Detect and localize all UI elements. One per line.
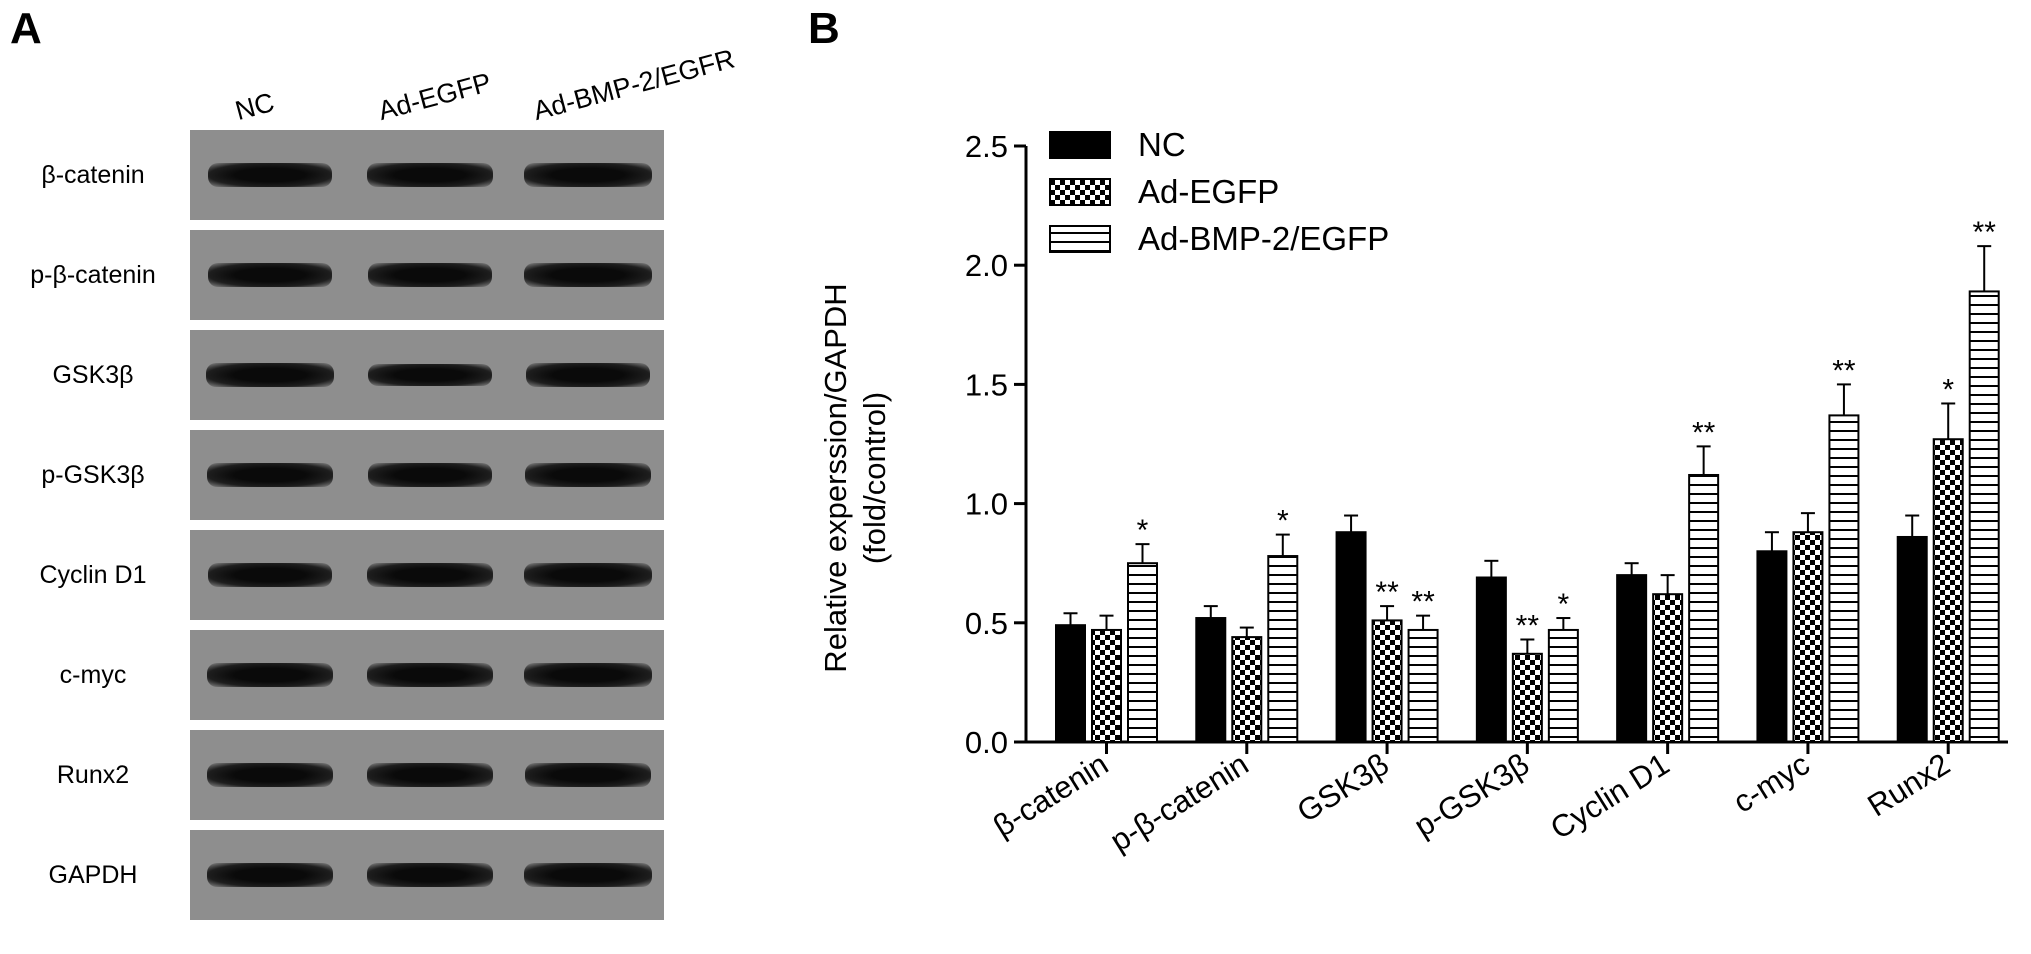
- bar: [1932, 438, 1964, 743]
- bar: [1968, 290, 2000, 743]
- legend-label: Ad-EGFP: [1138, 173, 1279, 210]
- panel-b-letter: B: [808, 4, 840, 53]
- blot-band: [524, 863, 652, 887]
- legend-swatch: [1049, 178, 1111, 206]
- blot-band: [524, 663, 652, 687]
- blot-row-label: Cyclin D1: [39, 561, 147, 589]
- blot-row-label: Runx2: [56, 761, 130, 789]
- bar: [1055, 624, 1086, 744]
- x-tick-label: p-β-catenin: [1104, 746, 1255, 858]
- bar: [1828, 414, 1860, 743]
- blot-band: [367, 563, 493, 587]
- significance-marker: **: [1375, 576, 1399, 609]
- blot-band: [367, 763, 493, 787]
- bar: [1127, 562, 1158, 744]
- blot-membrane-row: [190, 230, 664, 320]
- bar: [1652, 593, 1684, 744]
- blot-row-label: c-myc: [59, 661, 127, 689]
- x-tick-label: c-myc: [1727, 746, 1816, 819]
- significance-marker: **: [1973, 216, 1997, 249]
- blot-band: [525, 463, 651, 487]
- legend-label: NC: [1138, 126, 1186, 163]
- bar: [1547, 628, 1579, 744]
- significance-marker: **: [1692, 416, 1716, 449]
- blot-band: [524, 163, 652, 187]
- legend-label: Ad-BMP-2/EGFP: [1138, 220, 1389, 257]
- y-tick-label: 2.0: [965, 248, 1008, 283]
- y-tick-label: 0.5: [965, 606, 1008, 641]
- bar: [1616, 574, 1648, 743]
- blot-band: [525, 363, 651, 387]
- blot-membrane-row: [190, 530, 664, 620]
- significance-marker: *: [1558, 588, 1570, 621]
- bar: [1335, 531, 1367, 744]
- blot-membrane-row: [190, 630, 664, 720]
- significance-marker: **: [1832, 354, 1856, 387]
- legend-swatch: [1049, 131, 1111, 159]
- blot-band: [367, 663, 493, 687]
- chart-bars: * *** ************: [1055, 216, 2000, 744]
- blot-band: [207, 563, 333, 587]
- blot-membrane-row: [190, 130, 664, 220]
- blot-band: [524, 763, 652, 787]
- panel-a-letter: A: [10, 4, 42, 53]
- blot-row-label: β-catenin: [41, 161, 145, 189]
- blot-row-label: GSK3β: [52, 361, 134, 389]
- bar: [1792, 531, 1824, 744]
- y-tick-label: 1.5: [965, 367, 1008, 402]
- blot-band: [366, 863, 494, 887]
- blot-band: [206, 363, 334, 387]
- blot-band: [206, 863, 334, 887]
- y-axis-label: Relative experssion/GAPDH: [818, 283, 853, 672]
- bar: [1475, 576, 1507, 744]
- blot-row-label: p-β-catenin: [30, 261, 156, 289]
- blot-band: [524, 263, 652, 287]
- bar: [1688, 473, 1720, 743]
- blot-band: [207, 663, 333, 687]
- bar: [1407, 628, 1439, 744]
- blot-row-label: GAPDH: [48, 861, 138, 889]
- y-tick-label: 0.0: [965, 725, 1008, 760]
- blot-band: [207, 763, 333, 787]
- bar: [1756, 550, 1788, 744]
- x-tick-label: p-GSK3β: [1408, 746, 1535, 844]
- y-tick-label: 1.0: [965, 487, 1008, 522]
- y-axis-label-unit: (fold/control): [857, 392, 892, 564]
- x-tick-label: GSK3β: [1291, 746, 1395, 829]
- chart-legend: NC Ad-EGFP Ad-BMP-2/EGFP: [1049, 126, 1389, 257]
- blot-band: [367, 463, 493, 487]
- bar: [1267, 555, 1299, 743]
- bar: [1511, 652, 1543, 743]
- y-tick-label: 2.5: [965, 129, 1008, 164]
- bar: [1231, 636, 1263, 743]
- significance-marker: **: [1411, 586, 1435, 619]
- x-tick-label: Cyclin D1: [1544, 746, 1675, 846]
- blot-membrane-row: [190, 330, 664, 420]
- blot-row-label: p-GSK3β: [41, 461, 145, 489]
- x-tick-label: Runx2: [1861, 746, 1956, 823]
- blot-membrane-row: [190, 830, 664, 920]
- bar: [1195, 617, 1227, 743]
- x-tick-label: β-catenin: [987, 746, 1114, 844]
- blot-band: [207, 163, 333, 187]
- significance-marker: **: [1516, 609, 1540, 642]
- bar: [1896, 535, 1928, 744]
- blot-membrane-row: [190, 430, 664, 520]
- legend-swatch: [1049, 225, 1111, 253]
- blot-membrane-row: [190, 730, 664, 820]
- blot-band: [524, 563, 652, 587]
- blot-band: [367, 163, 493, 187]
- bar: [1371, 619, 1403, 744]
- significance-marker: *: [1942, 373, 1954, 406]
- bar: [1091, 628, 1122, 744]
- blot-band: [368, 363, 492, 387]
- significance-marker: *: [1137, 514, 1149, 547]
- blot-band: [207, 263, 333, 287]
- significance-marker: *: [1277, 505, 1289, 538]
- blot-band: [367, 263, 493, 287]
- blot-band: [206, 463, 334, 487]
